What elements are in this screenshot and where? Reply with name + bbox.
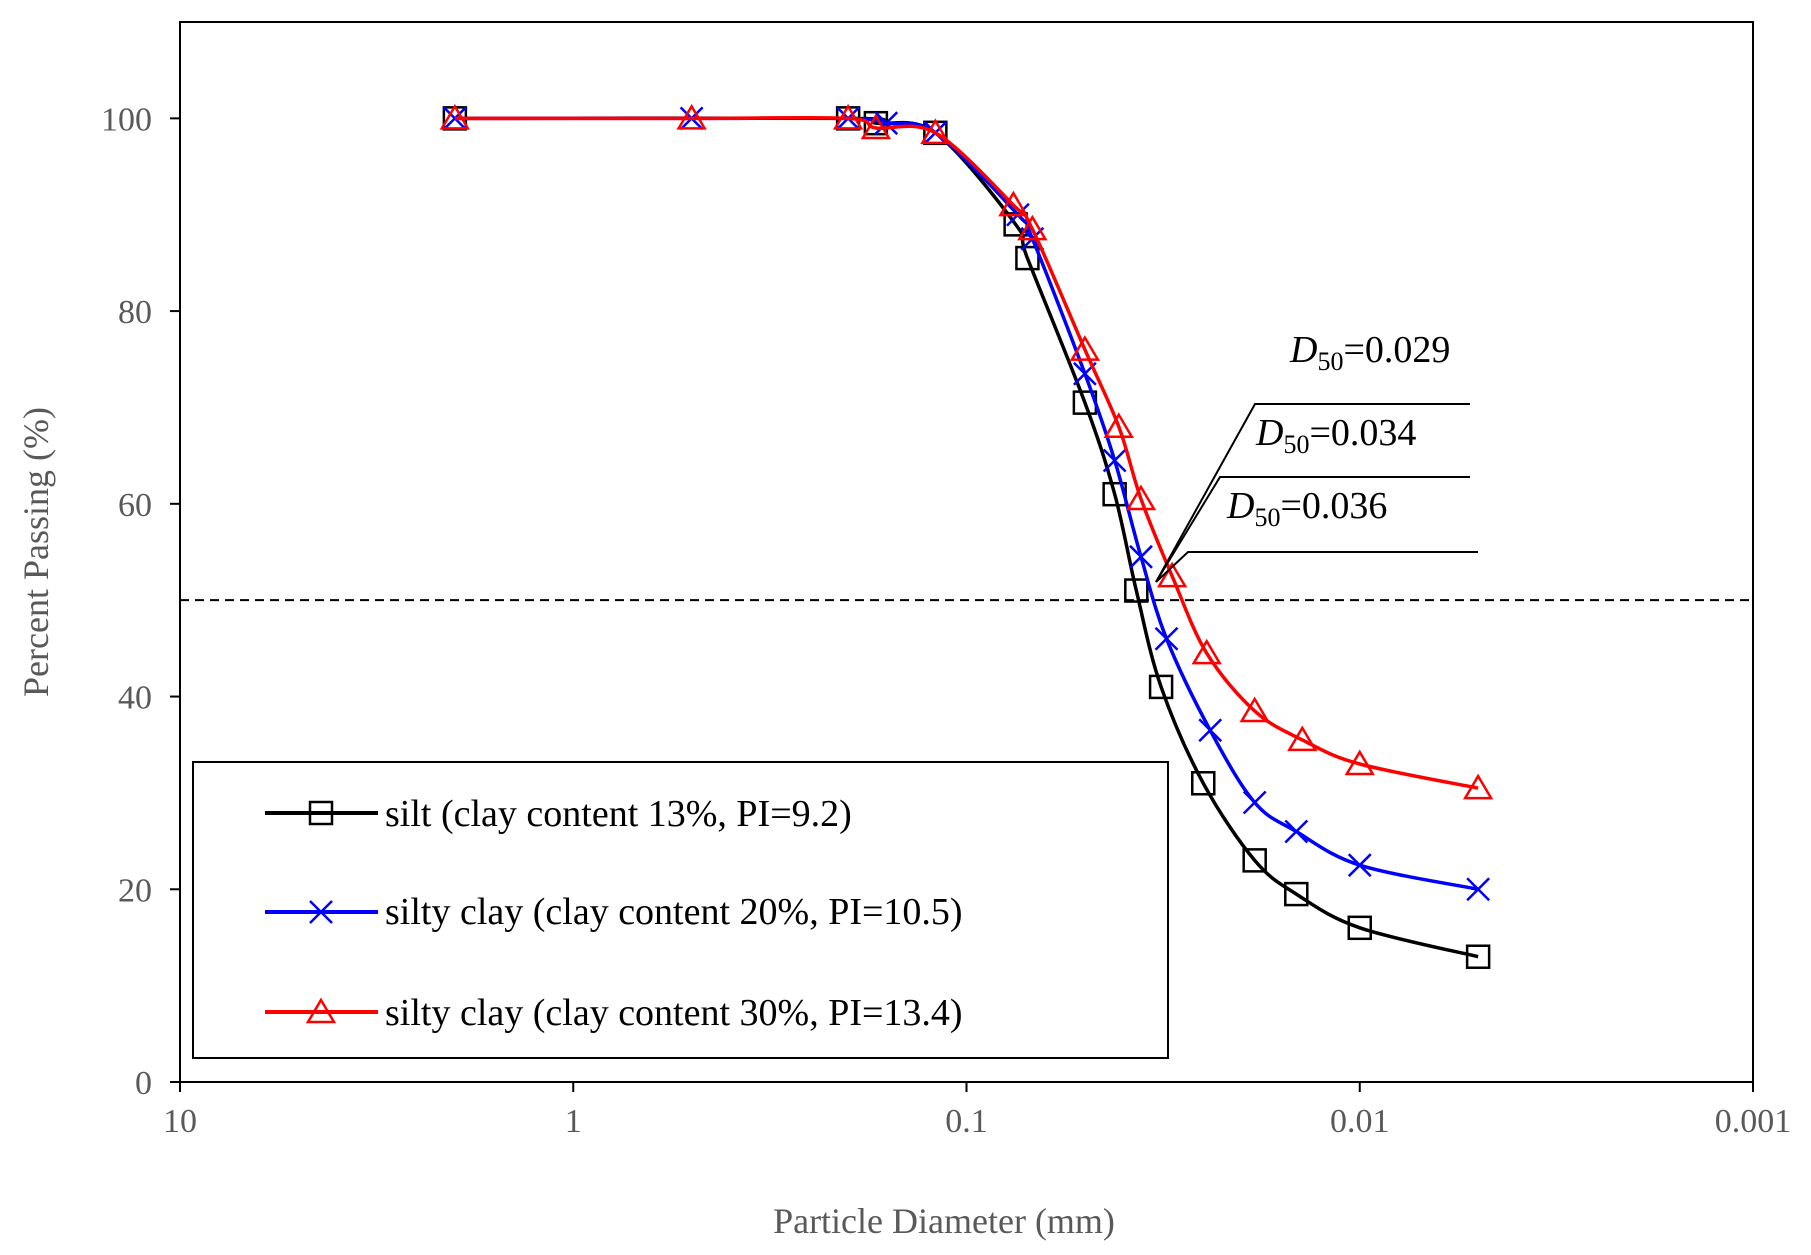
d50-label-2: D50=0.034	[1255, 412, 1416, 459]
y-tick-label: 20	[118, 872, 152, 909]
legend-keys	[265, 800, 378, 1024]
data-point	[1124, 578, 1149, 603]
data-point	[1156, 561, 1188, 588]
data-point	[1347, 915, 1372, 941]
legend-label-silty-clay-30: silty clay (clay content 30%, PI=13.4)	[385, 992, 963, 1034]
y-tick-label: 0	[135, 1065, 152, 1102]
data-point	[1284, 819, 1309, 844]
y-tick-label: 80	[118, 294, 152, 331]
x-tick-label: 0.01	[1330, 1103, 1390, 1140]
data-point	[1287, 725, 1318, 752]
legend-label-silty-clay-20: silty clay (clay content 20%, PI=10.5)	[385, 891, 963, 933]
x-axis-title: Particle Diameter (mm)	[773, 1201, 1115, 1241]
legend-label-silt: silt (clay content 13%, PI=9.2)	[385, 793, 852, 835]
series-2	[439, 103, 1494, 800]
legend: silt (clay content 13%, PI=9.2) silty cl…	[192, 761, 1169, 1059]
data-point	[1239, 696, 1270, 723]
data-point	[676, 103, 707, 130]
data-point	[1103, 412, 1134, 438]
data-point	[1462, 773, 1494, 800]
data-point	[1015, 245, 1040, 271]
data-point	[1069, 335, 1101, 361]
d50-leader-1	[1155, 403, 1470, 583]
x-tick-label: 0.001	[1715, 1103, 1792, 1140]
x-tick-label: 1	[565, 1103, 582, 1140]
d50-leader-2	[1155, 476, 1470, 583]
series-line	[454, 115, 1479, 790]
data-point	[1148, 674, 1174, 700]
data-point	[920, 118, 951, 145]
x-tick-label: 10	[163, 1103, 197, 1140]
data-point	[1017, 214, 1048, 241]
y-axis-title: Percent Passing (%)	[16, 407, 56, 697]
data-point	[1284, 881, 1309, 907]
data-point	[1347, 853, 1372, 878]
y-tick-label: 100	[101, 101, 152, 138]
data-point	[1129, 544, 1153, 569]
data-point	[1154, 626, 1179, 651]
data-point	[1466, 877, 1491, 902]
data-point	[1102, 448, 1127, 473]
legend-marker	[308, 800, 334, 826]
d50-leaders	[1155, 403, 1478, 583]
d50-label-1: D50=0.029	[1289, 329, 1450, 376]
data-point	[832, 103, 864, 130]
d50-leader-3	[1155, 551, 1478, 583]
data-point	[1242, 848, 1267, 873]
data-point	[1191, 771, 1216, 796]
x-tick-label: 0.1	[945, 1103, 988, 1140]
data-point	[998, 190, 1029, 217]
data-point	[1191, 638, 1222, 665]
d50-label-3: D50=0.036	[1226, 485, 1387, 532]
data-point	[442, 106, 467, 131]
data-point	[874, 111, 899, 136]
data-point	[1344, 749, 1375, 776]
legend-marker	[305, 997, 337, 1024]
legend-marker	[309, 900, 333, 924]
data-point	[860, 113, 892, 140]
axis-ticks: 10 1 0.1 0.01 0.001 0 20 40 60 80 100	[101, 101, 1791, 1140]
data-point	[1465, 944, 1491, 969]
data-point	[439, 103, 471, 130]
data-point	[1198, 718, 1223, 743]
data-point	[1242, 790, 1267, 815]
y-tick-label: 60	[118, 487, 152, 524]
y-tick-label: 40	[118, 680, 152, 717]
data-point	[1125, 484, 1157, 511]
series-layer	[439, 103, 1494, 969]
